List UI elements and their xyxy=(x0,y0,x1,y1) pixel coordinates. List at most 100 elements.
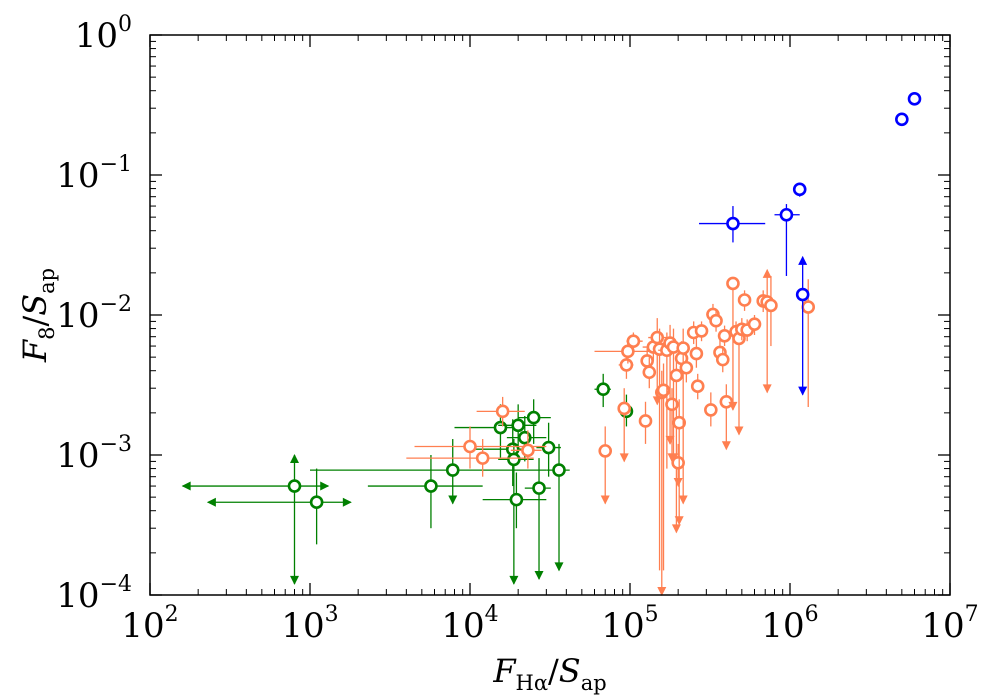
x-axis-label-main2: S xyxy=(559,652,581,690)
point-marker xyxy=(671,455,685,470)
x-axis-label: FHα/Sap xyxy=(492,652,606,695)
data-point xyxy=(669,357,684,534)
y-tick-base: 10 xyxy=(75,16,118,56)
error-arrow-head xyxy=(554,562,564,572)
point-marker xyxy=(679,360,694,375)
data-point xyxy=(181,454,330,585)
error-arrow-head xyxy=(619,453,629,463)
data-point xyxy=(737,290,752,311)
point-marker xyxy=(737,293,752,307)
x-tick-exponent: 5 xyxy=(645,602,659,627)
data-point xyxy=(666,328,681,463)
error-arrow-head xyxy=(206,497,216,507)
point-marker xyxy=(669,368,684,383)
point-marker xyxy=(650,330,665,345)
point-marker xyxy=(552,463,566,477)
data-point xyxy=(717,325,732,347)
y-axis-label-main2: S xyxy=(16,294,54,316)
y-axis-label: F8/Sap xyxy=(16,268,59,363)
point-marker xyxy=(690,379,705,394)
y-tick-label: 10−3 xyxy=(56,432,132,476)
error-arrow-head xyxy=(181,481,191,491)
point-marker xyxy=(715,352,730,367)
data-point xyxy=(310,439,547,505)
point-marker xyxy=(598,444,613,458)
data-point xyxy=(482,472,547,529)
x-tick-label: 103 xyxy=(281,602,338,646)
series-orange xyxy=(406,268,816,596)
data-point xyxy=(638,401,653,444)
data-point xyxy=(699,206,766,243)
data-point xyxy=(774,204,800,276)
point-marker xyxy=(792,182,807,197)
x-tick-label: 105 xyxy=(601,602,658,646)
data-point xyxy=(598,426,613,505)
error-arrow-head xyxy=(509,575,519,585)
point-marker xyxy=(719,394,734,409)
error-arrow-head xyxy=(734,426,744,436)
point-marker xyxy=(640,354,654,368)
point-marker xyxy=(704,403,718,417)
point-marker xyxy=(689,346,704,361)
data-point xyxy=(719,384,734,451)
point-marker xyxy=(509,492,524,507)
point-marker xyxy=(541,440,556,455)
x-axis-label-main: F xyxy=(492,652,517,690)
error-arrow-head xyxy=(671,524,681,534)
y-tick-exponent: −4 xyxy=(100,572,132,597)
point-marker xyxy=(617,401,632,416)
y-tick-base: 10 xyxy=(56,156,99,196)
x-tick-exponent: 4 xyxy=(485,602,499,627)
x-tick-label: 104 xyxy=(441,602,498,646)
x-axis-label-sep: / xyxy=(548,652,559,690)
point-marker xyxy=(517,430,532,445)
point-marker xyxy=(287,479,302,493)
y-tick-exponent: −3 xyxy=(100,432,132,457)
x-tick-label: 107 xyxy=(921,602,978,646)
point-marker xyxy=(521,443,535,458)
data-point xyxy=(689,338,704,368)
error-arrow-head xyxy=(721,441,731,451)
error-arrow-head xyxy=(762,384,772,394)
point-marker xyxy=(726,216,740,231)
series-green xyxy=(181,373,634,585)
series-blue xyxy=(699,92,922,396)
data-point xyxy=(518,399,551,444)
point-marker xyxy=(511,418,525,433)
data-point xyxy=(715,346,730,373)
data-point xyxy=(536,422,561,477)
data-point xyxy=(652,328,667,571)
point-marker xyxy=(526,410,541,425)
data-point xyxy=(690,373,705,400)
y-tick-exponent: −2 xyxy=(100,292,132,317)
point-marker xyxy=(795,287,810,302)
point-marker xyxy=(463,439,477,454)
point-marker xyxy=(676,341,690,355)
point-marker xyxy=(764,298,778,313)
data-point xyxy=(672,399,686,526)
data-point xyxy=(626,332,643,352)
data-point xyxy=(895,112,909,127)
y-axis-label-sub: 8 xyxy=(35,327,59,340)
data-point xyxy=(704,392,718,427)
error-arrow-head xyxy=(674,516,684,526)
x-tick-exponent: 6 xyxy=(805,602,819,627)
point-marker xyxy=(495,404,510,419)
y-tick-label: 100 xyxy=(75,12,132,56)
data-point xyxy=(406,439,534,477)
point-marker xyxy=(717,329,732,343)
y-tick-exponent: −1 xyxy=(100,152,132,177)
data-point xyxy=(676,328,690,505)
x-tick-base: 10 xyxy=(121,606,164,646)
point-marker xyxy=(424,479,438,493)
x-tick-label: 102 xyxy=(121,602,178,646)
x-tick-base: 10 xyxy=(921,606,964,646)
y-tick-base: 10 xyxy=(56,296,99,336)
data-point xyxy=(546,443,570,572)
error-arrow-head xyxy=(798,386,808,396)
point-marker xyxy=(694,324,709,338)
x-tick-exponent: 2 xyxy=(165,602,179,627)
data-point xyxy=(617,388,632,463)
error-arrow-head xyxy=(678,495,688,505)
